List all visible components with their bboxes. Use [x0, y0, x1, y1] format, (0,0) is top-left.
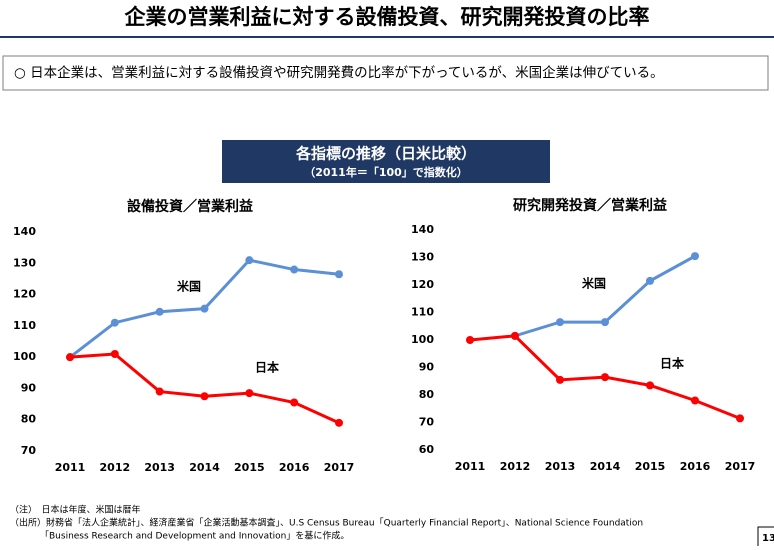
data-point: [511, 331, 519, 340]
chart-title: 研究開発投資／営業利益: [513, 197, 667, 214]
y-tick-label: 140: [411, 223, 434, 236]
data-point: [245, 389, 254, 398]
series-line: [69, 352, 340, 425]
y-tick-label: 90: [419, 361, 435, 374]
data-point: [66, 353, 74, 362]
data-point: [736, 414, 744, 423]
data-point: [200, 392, 209, 401]
x-tick-label: 2012: [100, 461, 131, 474]
chart-title: 設備投資／営業利益: [127, 198, 253, 215]
y-tick-label: 130: [13, 256, 36, 269]
data-point: [200, 304, 209, 313]
x-tick-label: 2016: [279, 461, 310, 474]
note: （注） 日本は年度、米国は暦年: [10, 504, 141, 516]
y-tick-label: 120: [13, 288, 36, 301]
series-label: 米国: [177, 279, 201, 294]
x-tick-label: 2011: [55, 461, 86, 474]
note: （出所）財務省「法人企業統計」、経済産業省「企業活動基本調査」、U.S Cens…: [10, 517, 643, 529]
data-point: [110, 318, 119, 327]
y-tick-label: 120: [411, 278, 434, 291]
y-tick-label: 110: [411, 306, 434, 319]
y-tick-label: 110: [13, 319, 36, 332]
x-tick-label: 2013: [144, 461, 175, 474]
x-tick-label: 2015: [234, 461, 265, 474]
data-point: [556, 375, 564, 384]
y-tick-label: 80: [21, 413, 37, 426]
series-label: 日本: [255, 360, 279, 375]
data-point: [646, 381, 654, 390]
data-point: [290, 265, 299, 274]
x-tick-label: 2017: [725, 460, 756, 473]
x-tick-label: 2011: [455, 460, 486, 473]
y-tick-label: 70: [21, 444, 37, 457]
x-tick-label: 2017: [324, 461, 355, 474]
y-tick-label: 100: [411, 333, 434, 346]
series-label: 日本: [660, 356, 684, 371]
x-tick-label: 2014: [189, 461, 220, 474]
data-point: [155, 307, 164, 316]
x-tick-label: 2012: [500, 460, 531, 473]
y-tick-label: 60: [419, 443, 435, 456]
x-tick-label: 2014: [590, 460, 621, 473]
summary-box: [2, 55, 769, 91]
note: 「Business Research and Development and I…: [40, 530, 349, 542]
x-tick-label: 2013: [545, 460, 576, 473]
data-point: [335, 418, 343, 427]
summary-text: ○ 日本企業は、営業利益に対する設備投資や研究開発費の比率が下がっているが、米国…: [14, 64, 664, 81]
data-point: [290, 398, 299, 407]
data-point: [691, 252, 699, 261]
data-point: [556, 318, 564, 327]
slide-title: 企業の営業利益に対する設備投資、研究開発投資の比率: [124, 5, 650, 29]
data-point: [601, 318, 609, 327]
banner: [222, 140, 550, 183]
data-point: [335, 270, 343, 279]
y-tick-label: 90: [21, 381, 37, 394]
data-point: [601, 373, 609, 382]
x-tick-label: 2016: [680, 460, 711, 473]
series-label: 米国: [582, 276, 606, 291]
data-point: [110, 350, 119, 359]
x-tick-label: 2015: [635, 460, 666, 473]
data-point: [245, 256, 254, 265]
y-tick-label: 100: [13, 350, 36, 363]
y-tick-label: 80: [419, 388, 435, 401]
data-point: [646, 276, 654, 285]
y-tick-label: 140: [13, 225, 36, 238]
banner-subtitle: （2011年＝「100」で指数化）: [304, 165, 468, 179]
y-tick-label: 70: [419, 416, 435, 429]
page-number: 13: [762, 533, 774, 544]
data-point: [466, 336, 474, 344]
data-point: [691, 396, 699, 405]
y-tick-label: 130: [411, 251, 434, 264]
banner-title: 各指標の推移（日米比較）: [295, 145, 476, 163]
data-point: [155, 387, 164, 396]
